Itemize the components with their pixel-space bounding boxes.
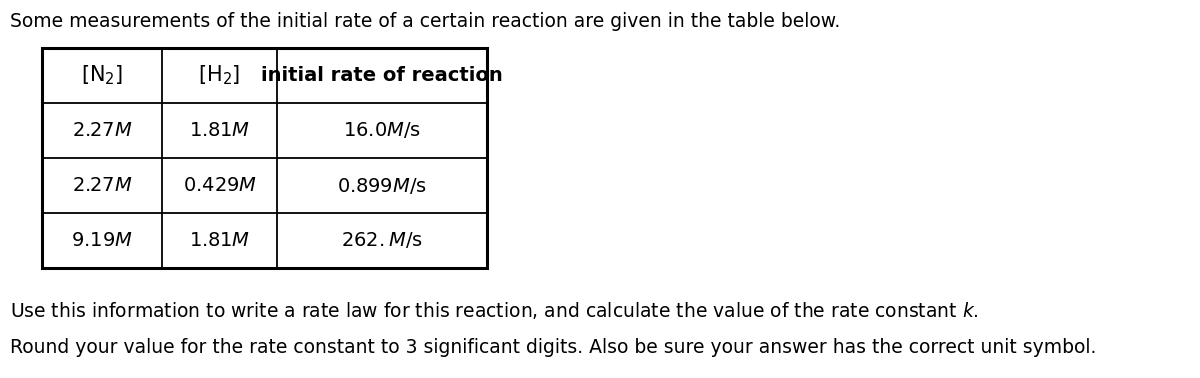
Text: $\mathit{9.19}$$M$: $\mathit{9.19}$$M$ bbox=[71, 231, 133, 250]
Text: $\mathit{0.429}$$M$: $\mathit{0.429}$$M$ bbox=[182, 176, 257, 195]
Text: $\mathit{1.81}$$M$: $\mathit{1.81}$$M$ bbox=[188, 121, 250, 140]
Text: $\mathit{2.27}$$M$: $\mathit{2.27}$$M$ bbox=[72, 121, 132, 140]
Text: $[\mathrm{N_2}]$: $[\mathrm{N_2}]$ bbox=[80, 64, 124, 87]
Text: Use this information to write a rate law for this reaction, and calculate the va: Use this information to write a rate law… bbox=[10, 300, 979, 321]
Text: $\mathit{262.}$$M$/s: $\mathit{262.}$$M$/s bbox=[341, 231, 422, 251]
Text: $\mathit{2.27}$$M$: $\mathit{2.27}$$M$ bbox=[72, 176, 132, 195]
Bar bbox=[42, 48, 487, 268]
Text: $\mathit{16.0}$$M$/s: $\mathit{16.0}$$M$/s bbox=[343, 121, 421, 141]
Text: Round your value for the rate constant to 3 significant digits. Also be sure you: Round your value for the rate constant t… bbox=[10, 338, 1097, 357]
Text: initial rate of reaction: initial rate of reaction bbox=[262, 66, 503, 85]
Text: Some measurements of the initial rate of a certain reaction are given in the tab: Some measurements of the initial rate of… bbox=[10, 12, 840, 31]
Text: $[\mathrm{H_2}]$: $[\mathrm{H_2}]$ bbox=[198, 64, 241, 87]
Text: $\mathit{1.81}$$M$: $\mathit{1.81}$$M$ bbox=[188, 231, 250, 250]
Text: $\mathit{0.899}$$M$/s: $\mathit{0.899}$$M$/s bbox=[337, 175, 427, 195]
